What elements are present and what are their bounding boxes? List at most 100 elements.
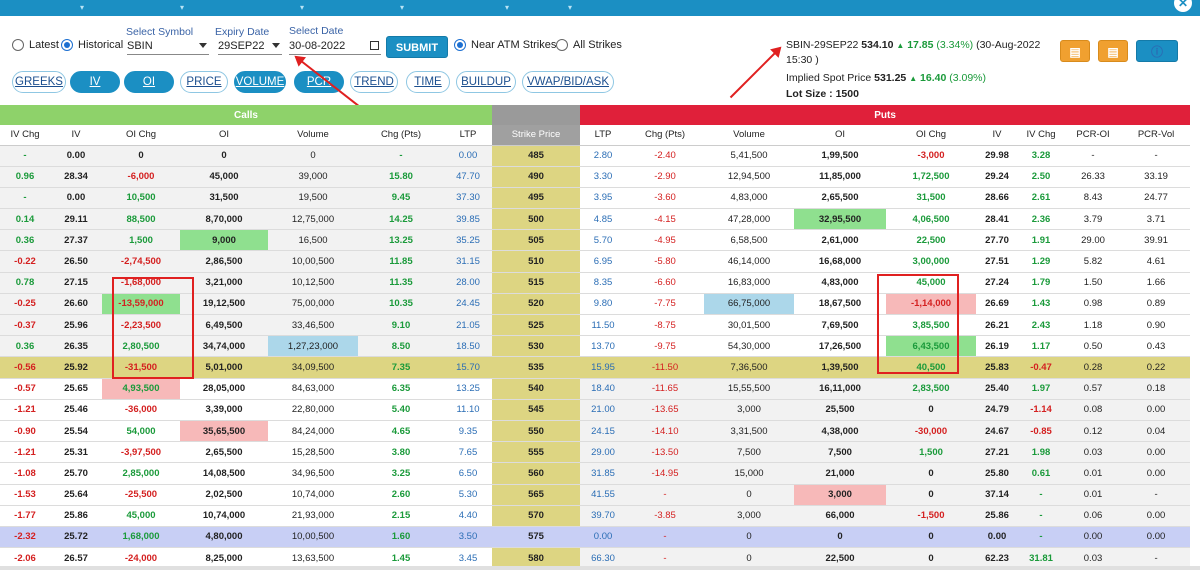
close-icon[interactable]: ✕ bbox=[1174, 0, 1192, 12]
annotation-box bbox=[112, 277, 194, 379]
table-cell: 15.95 bbox=[580, 356, 627, 379]
table-row[interactable]: 0.36 26.35 2,80,500 34,74,000 1,27,23,000 8.5… bbox=[0, 335, 1191, 358]
table-cell: 3,000 bbox=[704, 399, 795, 421]
table-cell: 24.77 bbox=[1122, 187, 1191, 210]
historical-radio[interactable]: Historical bbox=[61, 39, 123, 51]
table-cell: 2,02,500 bbox=[180, 484, 268, 506]
table-row[interactable]: -1.08 25.70 2,85,000 14,08,500 34,96,500 3.25… bbox=[0, 462, 1191, 485]
symbol-select[interactable]: SBIN bbox=[127, 38, 209, 55]
table-cell: -0.47 bbox=[1018, 356, 1065, 379]
nav-caret-icon[interactable]: ▾ bbox=[568, 3, 573, 12]
table-cell: 19,12,500 bbox=[180, 293, 268, 316]
table-cell: 0.61 bbox=[1018, 462, 1065, 485]
all-strikes-radio[interactable]: All Strikes bbox=[556, 39, 622, 51]
table-row[interactable]: -1.77 25.86 45,000 10,74,000 21,93,000 2.15 4.… bbox=[0, 505, 1191, 527]
table-cell: 0 bbox=[704, 547, 795, 570]
table-cell: 25.86 bbox=[50, 505, 102, 527]
near-atm-radio[interactable]: Near ATM Strikes bbox=[454, 39, 556, 51]
submit-button[interactable]: SUBMIT bbox=[386, 36, 448, 58]
table-cell: 26.33 bbox=[1064, 166, 1123, 188]
tab-price[interactable]: PRICE bbox=[180, 71, 228, 93]
tab-vwap-bid-ask[interactable]: VWAP/BID/ASK bbox=[522, 71, 614, 93]
latest-radio[interactable]: Latest bbox=[12, 39, 59, 51]
table-cell: 7,500 bbox=[794, 441, 887, 464]
expiry-select[interactable]: 29SEP22 bbox=[218, 38, 282, 55]
table-row[interactable]: -2.32 25.72 1,68,000 4,80,000 10,00,500 1.60 3… bbox=[0, 526, 1191, 549]
radio-checked-icon[interactable] bbox=[61, 39, 73, 51]
table-row[interactable]: -0.90 25.54 54,000 35,65,500 84,24,000 4.65 9.… bbox=[0, 420, 1191, 443]
tab-time[interactable]: TIME bbox=[406, 71, 450, 93]
export-excel-button[interactable]: ▤ bbox=[1060, 40, 1090, 62]
tab-volume[interactable]: VOLUME bbox=[234, 71, 286, 93]
table-cell: 62.23 bbox=[976, 547, 1019, 570]
table-row[interactable]: 0.14 29.11 88,500 8,70,000 12,75,000 14.25 39.… bbox=[0, 208, 1191, 231]
nav-caret-icon[interactable]: ▾ bbox=[80, 3, 85, 12]
strike-cell: 535 bbox=[492, 356, 581, 379]
calendar-icon[interactable] bbox=[370, 41, 379, 50]
radio-unchecked-icon[interactable] bbox=[12, 39, 24, 51]
table-cell: - bbox=[358, 145, 444, 167]
calls-puts-band: Calls Puts bbox=[0, 105, 1191, 125]
table-cell: 3,00,000 bbox=[886, 250, 977, 273]
table-cell: 4,80,000 bbox=[180, 526, 268, 549]
table-row[interactable]: 0.78 27.15 -1,68,000 3,21,000 10,12,500 11.35… bbox=[0, 272, 1191, 294]
table-cell: 2.43 bbox=[1018, 314, 1065, 337]
strike-cell: 565 bbox=[492, 484, 581, 506]
table-row[interactable]: -1.53 25.64 -25,500 2,02,500 10,74,000 2.60 5.… bbox=[0, 484, 1191, 506]
radio-unchecked-icon[interactable] bbox=[556, 39, 568, 51]
table-row[interactable]: -0.25 26.60 -13,59,000 19,12,500 75,00,000 10… bbox=[0, 293, 1191, 316]
nav-caret-icon[interactable]: ▾ bbox=[505, 3, 510, 12]
table-row[interactable]: -0.00 0 0 0-0.00 485 2.80 -2.40 5,41,500 1,99,50… bbox=[0, 145, 1191, 167]
table-cell: 66.30 bbox=[580, 547, 627, 570]
table-cell: 0.36 bbox=[0, 229, 50, 252]
table-row[interactable]: 0.96 28.34 -6,000 45,000 39,000 15.80 47.70 490… bbox=[0, 166, 1191, 188]
annotation-box bbox=[877, 274, 959, 374]
tab-buildup[interactable]: BUILDUP bbox=[456, 71, 516, 93]
table-row[interactable]: -0.37 25.96 -2,23,500 6,49,500 33,46,500 9.10… bbox=[0, 314, 1191, 337]
tab-iv[interactable]: IV bbox=[70, 71, 120, 93]
table-cell: 16,500 bbox=[268, 229, 358, 252]
horizontal-scrollbar[interactable] bbox=[0, 566, 1200, 570]
table-cell: 25.65 bbox=[50, 378, 102, 400]
tab-oi[interactable]: OI bbox=[124, 71, 174, 93]
table-cell: 0.03 bbox=[1064, 547, 1123, 570]
date-input[interactable]: 30-08-2022 bbox=[289, 38, 381, 55]
export-pdf-button[interactable]: ▤ bbox=[1098, 40, 1128, 62]
table-cell: 0.22 bbox=[1122, 356, 1191, 379]
table-cell: 10.35 bbox=[358, 293, 444, 316]
column-header: Volume bbox=[704, 125, 795, 146]
table-cell: 26.69 bbox=[976, 293, 1019, 316]
column-header: IV bbox=[50, 125, 102, 146]
table-cell: 0.01 bbox=[1064, 462, 1123, 485]
strike-cell: 570 bbox=[492, 505, 581, 527]
column-header: Chg (Pts) bbox=[358, 125, 444, 146]
nav-caret-icon[interactable]: ▾ bbox=[180, 3, 185, 12]
table-cell: -2,74,500 bbox=[102, 250, 180, 273]
table-cell: -36,000 bbox=[102, 399, 180, 421]
table-cell: -1.21 bbox=[0, 399, 50, 421]
radio-checked-icon[interactable] bbox=[454, 39, 466, 51]
table-cell: -1.08 bbox=[0, 462, 50, 485]
info-button[interactable]: ⓘ bbox=[1136, 40, 1178, 62]
table-row[interactable]: -2.06 26.57 -24,000 8,25,000 13,63,500 1.45 3.… bbox=[0, 547, 1191, 570]
table-cell: 35.25 bbox=[444, 229, 493, 252]
tab-greeks[interactable]: GREEKS bbox=[12, 71, 66, 93]
nav-caret-icon[interactable]: ▾ bbox=[300, 3, 305, 12]
table-row[interactable]: 0.36 27.37 1,500 9,000 16,500 13.25 35.25 505 5.… bbox=[0, 229, 1191, 252]
table-cell: 3.80 bbox=[358, 441, 444, 464]
tab-trend[interactable]: TREND bbox=[350, 71, 398, 93]
table-row[interactable]: -1.21 25.31 -3,97,500 2,65,500 15,28,500 3.80… bbox=[0, 441, 1191, 464]
table-cell: 11,85,000 bbox=[794, 166, 887, 188]
strike-price-header[interactable]: Strike Price bbox=[492, 125, 581, 146]
table-cell: -1.77 bbox=[0, 505, 50, 527]
table-cell: 2.61 bbox=[1018, 187, 1065, 210]
nav-caret-icon[interactable]: ▾ bbox=[400, 3, 405, 12]
table-cell: 26.35 bbox=[50, 335, 102, 358]
table-cell: 25.70 bbox=[50, 462, 102, 485]
tab-pcr[interactable]: PCR bbox=[294, 71, 344, 93]
table-row[interactable]: -1.21 25.46 -36,000 3,39,000 22,80,000 5.40 11… bbox=[0, 399, 1191, 421]
table-row[interactable]: -0.00 10,500 31,500 19,500 9.45 37.30 495 3.95-… bbox=[0, 187, 1191, 210]
table-row[interactable]: -0.57 25.65 4,93,500 28,05,000 84,63,000 6.35… bbox=[0, 378, 1191, 400]
table-row[interactable]: -0.22 26.50 -2,74,500 2,86,500 10,00,500 11.8… bbox=[0, 250, 1191, 273]
table-cell: 0.43 bbox=[1122, 335, 1191, 358]
